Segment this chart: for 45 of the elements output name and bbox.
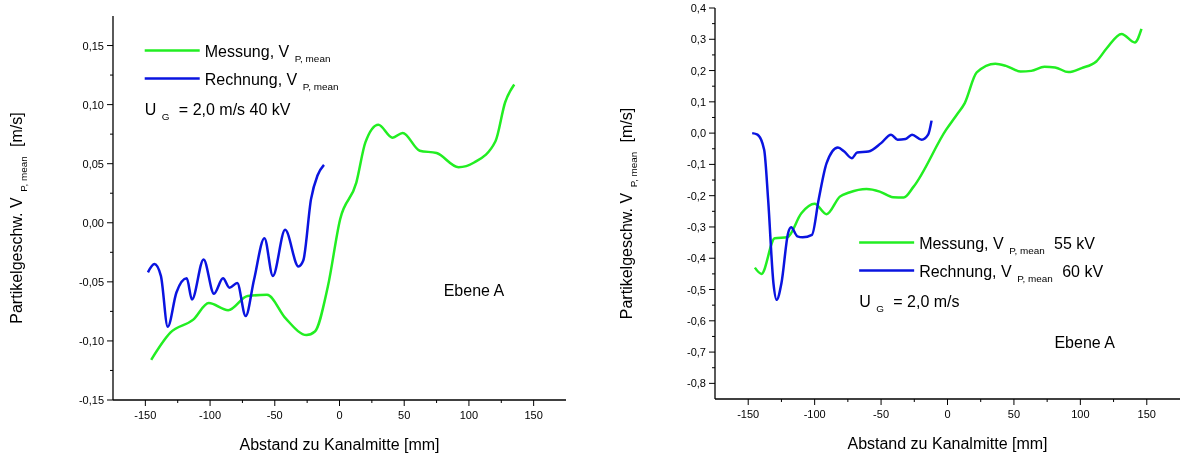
- x-tick-label: -100: [199, 409, 222, 421]
- x-tick-label: 100: [459, 409, 479, 421]
- x-tick-label: 50: [1007, 408, 1021, 420]
- x-tick-label: -150: [134, 409, 157, 421]
- y-tick-label: 0,10: [82, 98, 104, 111]
- y-tick-label: -0,4: [687, 252, 706, 265]
- y-tick-label: -0,15: [78, 394, 104, 406]
- legend-label: Rechnung, V$_{P, mean}$: [204, 70, 339, 92]
- y-tick-label: 0,4: [690, 2, 706, 14]
- annotation: U$_{G}$ = 2,0 m/s 40 kV: [144, 100, 291, 122]
- y-tick-label: 0,1: [690, 95, 706, 108]
- y-tick-label: -0,6: [687, 314, 706, 327]
- x-tick-label: 150: [524, 409, 543, 421]
- line-series: [146, 163, 326, 328]
- annotation: U$_{G}$ = 2,0 m/s: [859, 292, 960, 314]
- annotation: Ebene A: [1054, 334, 1116, 352]
- x-tick-label: -50: [873, 408, 890, 420]
- legend-label: Messung, V$_{P, mean}$ 55 kV: [919, 234, 1096, 256]
- x-tick-label: 0: [336, 409, 343, 421]
- y-tick-label: -0,7: [687, 346, 706, 359]
- x-tick-label: 100: [1071, 408, 1090, 420]
- legend-label: Rechnung, V$_{P, mean}$ 60 kV: [919, 262, 1104, 284]
- x-tick-label: 150: [1137, 408, 1156, 420]
- y-tick-label: -0,1: [687, 158, 706, 171]
- x-axis-title: Abstand zu Kanalmitte [mm]: [847, 435, 1048, 452]
- legend-label: Messung, V$_{P, mean}$: [204, 42, 331, 64]
- y-tick-label: 0,2: [690, 64, 706, 77]
- x-tick-label: -150: [737, 408, 760, 420]
- x-axis-title: Abstand zu Kanalmitte [mm]: [239, 436, 440, 453]
- y-tick-label: -0,8: [687, 377, 706, 390]
- y-tick-label: 0,0: [690, 127, 706, 140]
- x-tick-label: -100: [803, 408, 826, 420]
- x-tick-label: 50: [398, 409, 411, 421]
- y-tick-label: -0,10: [78, 334, 104, 347]
- y-tick-label: -0,05: [78, 275, 104, 288]
- y-tick-label: -0,3: [687, 220, 706, 233]
- y-tick-label: 0,00: [82, 216, 104, 229]
- y-tick-label: 0,15: [82, 39, 104, 52]
- y-tick-label: -0,5: [687, 283, 706, 296]
- y-tick-label: -0,2: [687, 189, 706, 202]
- x-tick-label: 0: [944, 408, 951, 420]
- x-tick-label: -50: [266, 409, 283, 421]
- annotation: Ebene A: [443, 282, 505, 300]
- y-tick-label: 0,3: [690, 33, 706, 46]
- y-tick-label: 0,05: [82, 157, 104, 170]
